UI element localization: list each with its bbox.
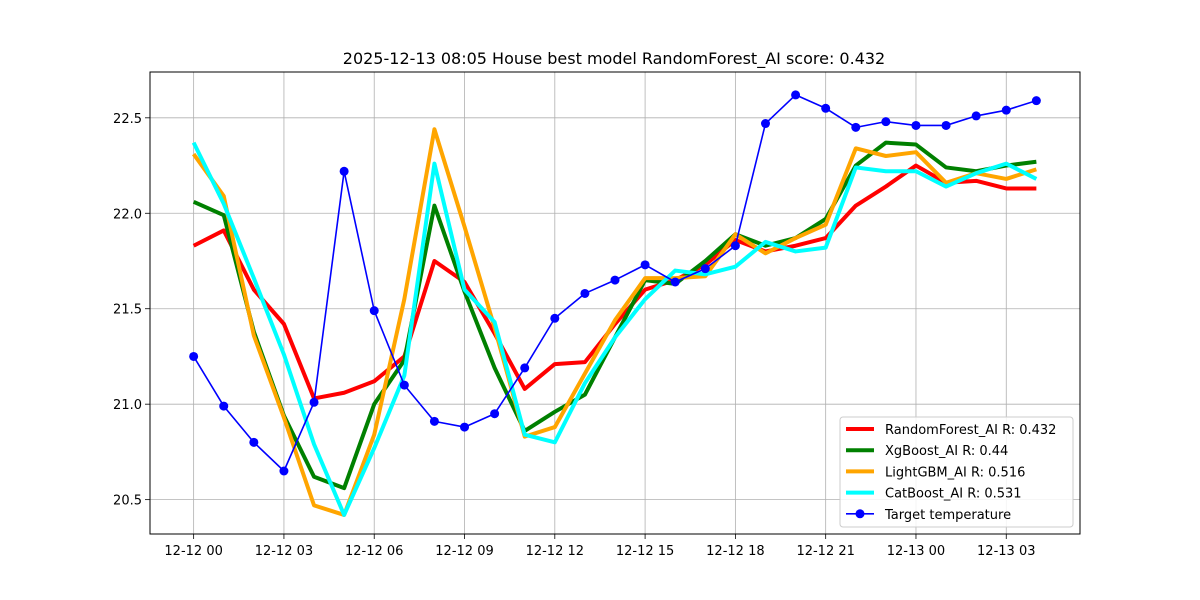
- legend: RandomForest_AI R: 0.432 XgBoost_AI R: 0.…: [839, 416, 1074, 528]
- x-tick-label: 12-12 00: [164, 544, 222, 559]
- plot-frame: [149, 71, 1081, 535]
- target-point: [971, 111, 981, 121]
- x-tick-label: 12-12 18: [706, 544, 764, 559]
- y-tick-label: 22.5: [113, 112, 142, 127]
- target-point: [640, 260, 650, 270]
- x-tick-label: 12-13 03: [977, 544, 1035, 559]
- x-axis: 12-12 00 12-12 03 12-12 06 12-12 09 12-12 12…: [164, 534, 1035, 559]
- target-point: [851, 122, 861, 132]
- target-point: [189, 351, 199, 361]
- y-tick-label: 22.0: [113, 207, 142, 222]
- grid: [150, 72, 1080, 534]
- target-point: [941, 120, 951, 130]
- legend-label: CatBoost_AI R: 0.531: [885, 487, 1022, 502]
- chart-title: 2025-12-13 08:05 House best model Random…: [343, 49, 885, 69]
- target-point: [791, 90, 801, 100]
- target-point: [550, 313, 560, 323]
- target-point: [911, 120, 921, 130]
- target-point: [249, 437, 259, 447]
- target-point: [219, 401, 229, 411]
- x-tick-label: 12-12 12: [526, 544, 584, 559]
- x-tick-label: 12-12 15: [616, 544, 674, 559]
- target-point: [821, 103, 831, 113]
- legend-label: XgBoost_AI R: 0.44: [885, 444, 1008, 459]
- x-tick-label: 12-12 06: [345, 544, 403, 559]
- legend-label: Target temperature: [884, 508, 1011, 523]
- target-point: [460, 422, 470, 432]
- x-tick-label: 12-13 00: [887, 544, 945, 559]
- target-point: [429, 416, 439, 426]
- legend-box: [839, 416, 1074, 528]
- target-point: [369, 306, 379, 316]
- target-point: [279, 466, 289, 476]
- x-tick-label: 12-12 09: [435, 544, 493, 559]
- target-point: [339, 166, 349, 176]
- target-point: [309, 397, 319, 407]
- target-point: [1031, 96, 1041, 106]
- x-tick-label: 12-12 21: [796, 544, 854, 559]
- y-tick-label: 21.5: [113, 303, 142, 318]
- legend-marker: [855, 509, 865, 519]
- series-line-catboost-ai: [191, 141, 1038, 517]
- series-line-lightgbm-ai: [192, 127, 1037, 517]
- legend-label: RandomForest_AI R: 0.432: [885, 423, 1056, 438]
- target-point: [700, 264, 710, 274]
- target-point: [760, 119, 770, 129]
- target-point: [490, 409, 500, 419]
- series-group: [189, 90, 1041, 517]
- target-point: [1001, 105, 1011, 115]
- target-point: [670, 277, 680, 287]
- target-point: [881, 117, 891, 127]
- y-tick-label: 20.5: [113, 494, 142, 509]
- target-point: [580, 288, 590, 298]
- x-tick-label: 12-12 03: [255, 544, 313, 559]
- y-tick-label: 21.0: [113, 398, 142, 413]
- target-point: [730, 241, 740, 251]
- target-point: [520, 363, 530, 373]
- legend-label: LightGBM_AI R: 0.516: [885, 465, 1025, 480]
- target-point: [399, 380, 409, 390]
- y-axis: 20.5 21.0 21.5 22.0 22.5: [113, 112, 150, 509]
- target-point: [610, 275, 620, 285]
